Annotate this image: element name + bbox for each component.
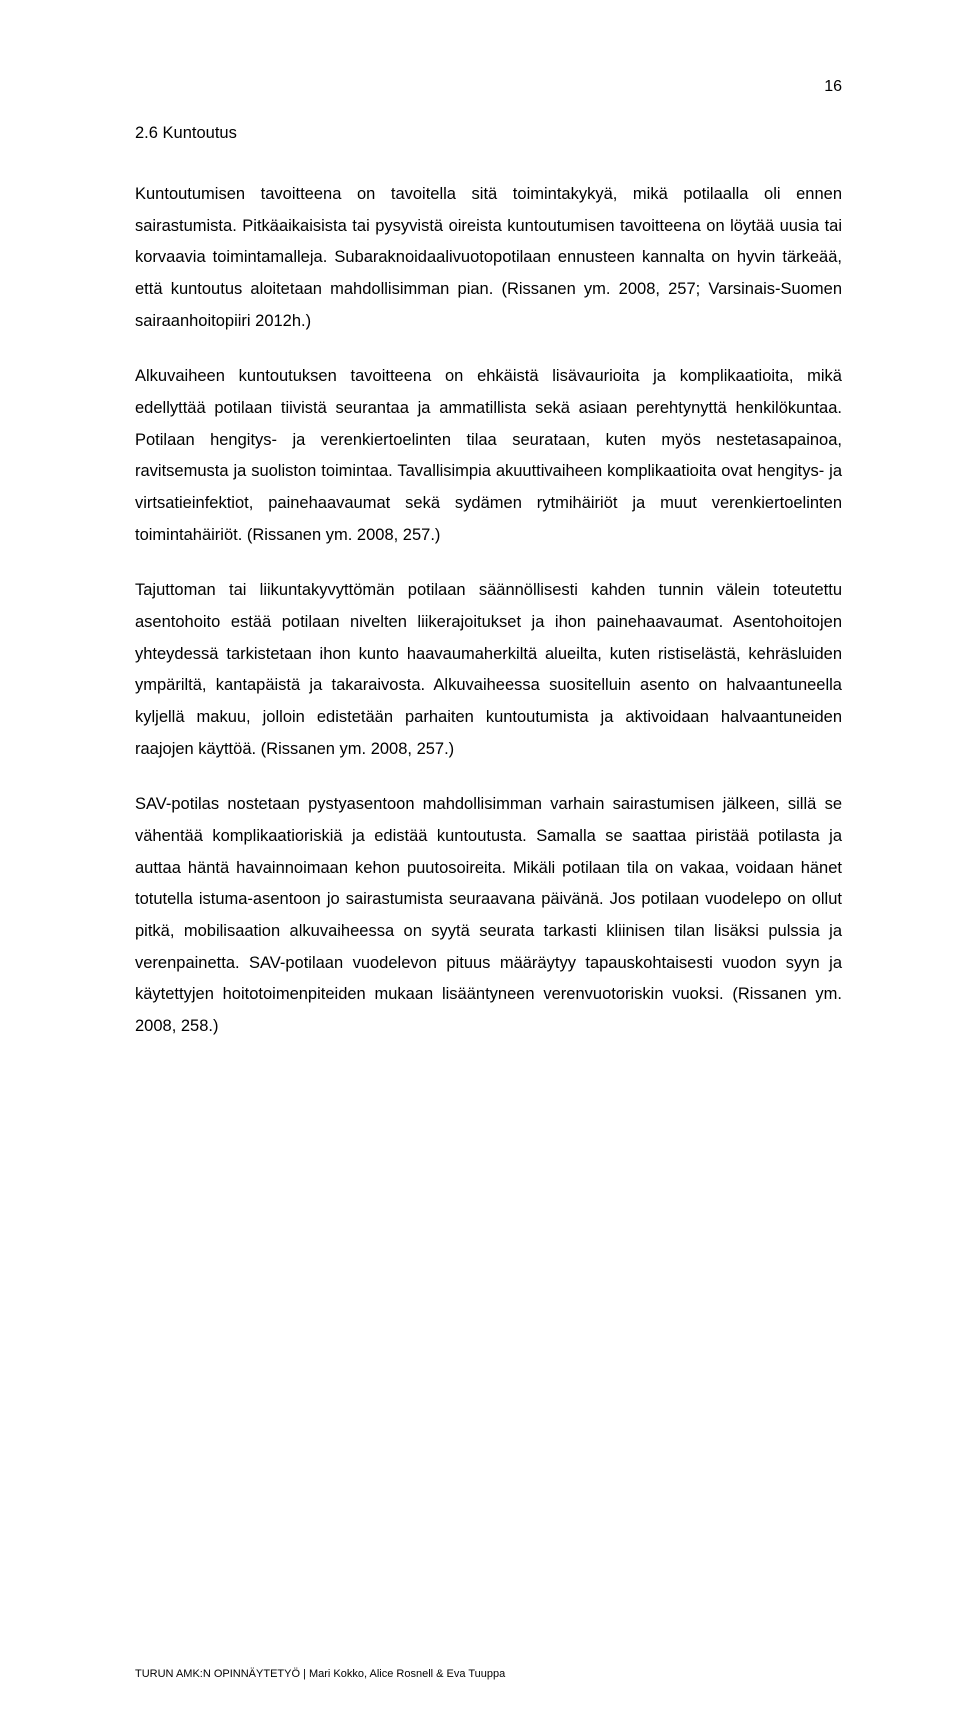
page-footer: TURUN AMK:N OPINNÄYTETYÖ | Mari Kokko, A…: [135, 1668, 505, 1680]
body-paragraph: Alkuvaiheen kuntoutuksen tavoitteena on …: [135, 361, 842, 551]
section-heading: 2.6 Kuntoutus: [135, 124, 842, 143]
document-page: 16 2.6 Kuntoutus Kuntoutumisen tavoittee…: [0, 0, 960, 1726]
body-paragraph: SAV-potilas nostetaan pystyasentoon mahd…: [135, 789, 842, 1042]
body-paragraph: Tajuttoman tai liikuntakyvyttömän potila…: [135, 575, 842, 765]
body-paragraph: Kuntoutumisen tavoitteena on tavoitella …: [135, 179, 842, 337]
page-number: 16: [824, 78, 842, 96]
